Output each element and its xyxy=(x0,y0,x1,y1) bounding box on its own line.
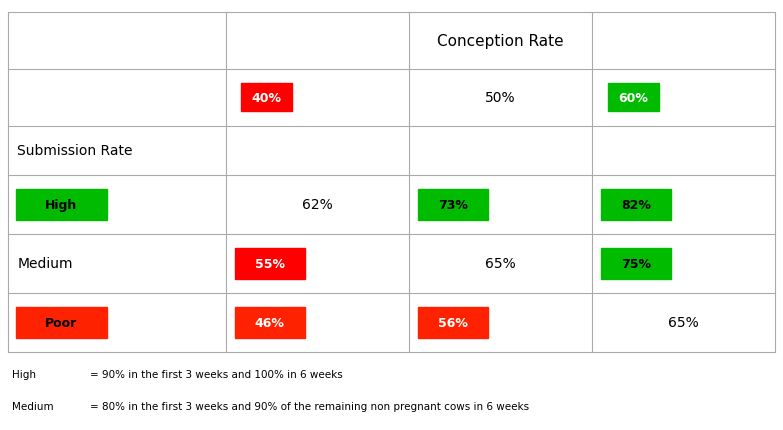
Text: 40%: 40% xyxy=(252,92,282,104)
Text: 46%: 46% xyxy=(255,316,285,329)
Text: 62%: 62% xyxy=(302,198,333,212)
Bar xyxy=(418,189,488,220)
Text: Poor: Poor xyxy=(45,316,78,329)
Text: 65%: 65% xyxy=(668,316,699,330)
Text: Medium: Medium xyxy=(17,257,73,270)
Text: = 90% in the first 3 weeks and 100% in 6 weeks: = 90% in the first 3 weeks and 100% in 6… xyxy=(90,369,343,379)
Text: 56%: 56% xyxy=(438,316,468,329)
Bar xyxy=(16,307,107,338)
Text: 50%: 50% xyxy=(485,91,516,105)
Text: High: High xyxy=(12,369,36,379)
Bar xyxy=(241,84,292,112)
Text: 75%: 75% xyxy=(621,257,651,270)
Text: 55%: 55% xyxy=(254,257,285,270)
Text: 60%: 60% xyxy=(618,92,648,104)
Text: Conception Rate: Conception Rate xyxy=(437,34,564,49)
Bar xyxy=(601,249,671,279)
Text: 73%: 73% xyxy=(438,198,468,211)
Bar xyxy=(235,249,305,279)
Text: = 80% in the first 3 weeks and 90% of the remaining non pregnant cows in 6 weeks: = 80% in the first 3 weeks and 90% of th… xyxy=(90,401,529,411)
Text: Medium: Medium xyxy=(12,401,53,411)
Bar xyxy=(601,189,671,220)
Bar xyxy=(235,307,305,338)
Bar xyxy=(608,84,659,112)
Text: High: High xyxy=(45,198,78,211)
Text: 82%: 82% xyxy=(621,198,651,211)
Text: 65%: 65% xyxy=(485,257,516,270)
Text: Submission Rate: Submission Rate xyxy=(17,144,133,158)
Bar xyxy=(16,189,107,220)
Bar xyxy=(418,307,488,338)
